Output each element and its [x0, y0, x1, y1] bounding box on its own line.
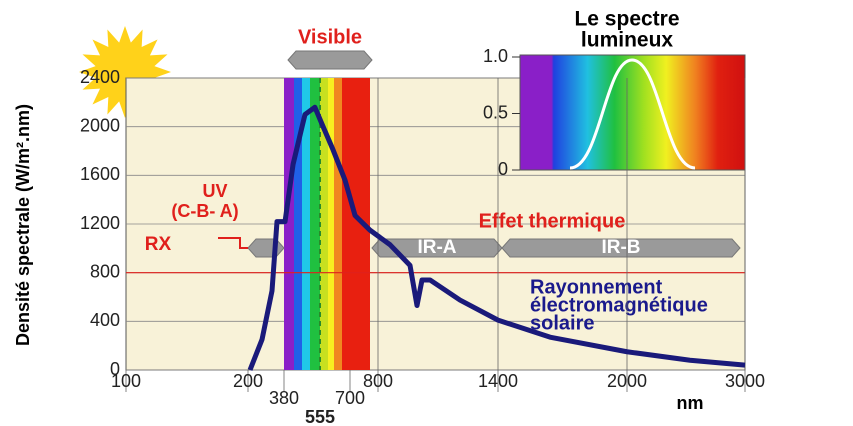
uv-label: UV — [202, 181, 227, 201]
inset-title: Le spectre — [574, 8, 679, 31]
chart: Le spectre lumineux Visible UV (C-B- A) … — [0, 0, 853, 426]
x-tick-label: 100 — [111, 371, 141, 391]
inset-tick-label: 0.5 — [483, 102, 508, 122]
x-tick-label: 380 — [269, 388, 299, 408]
irb-label: IR-B — [601, 237, 640, 258]
ira-label: IR-A — [417, 237, 456, 258]
y-tick-label: 2000 — [80, 115, 120, 135]
thermal-label: Effet thermique — [479, 210, 626, 232]
x-tick-label: 700 — [335, 388, 365, 408]
x-axis-label: nm — [677, 393, 704, 413]
visible-spectrum — [284, 78, 370, 370]
solar-label: solaire — [530, 312, 594, 334]
y-tick-label: 800 — [90, 261, 120, 281]
x-tick-label: 2000 — [607, 371, 647, 391]
visible-label: Visible — [298, 26, 362, 48]
uv-sub-label: (C-B- A) — [171, 201, 238, 221]
x-tick-label: 555 — [305, 407, 335, 426]
y-axis-label: Densité spectrale (W/m².nm) — [13, 104, 33, 346]
inset-spectrum — [520, 55, 745, 170]
inset-tick-label: 0 — [498, 159, 508, 179]
y-tick-label: 1200 — [80, 213, 120, 233]
rx-label: RX — [145, 234, 172, 255]
x-tick-label: 200 — [233, 371, 263, 391]
x-tick-label: 3000 — [725, 371, 765, 391]
y-tick-label: 1600 — [80, 164, 120, 184]
inset-tick-label: 1.0 — [483, 46, 508, 66]
y-tick-label: 2400 — [80, 67, 120, 87]
x-tick-label: 1400 — [478, 371, 518, 391]
inset-title: lumineux — [581, 29, 674, 52]
y-tick-label: 400 — [90, 310, 120, 330]
x-tick-label: 800 — [363, 371, 393, 391]
